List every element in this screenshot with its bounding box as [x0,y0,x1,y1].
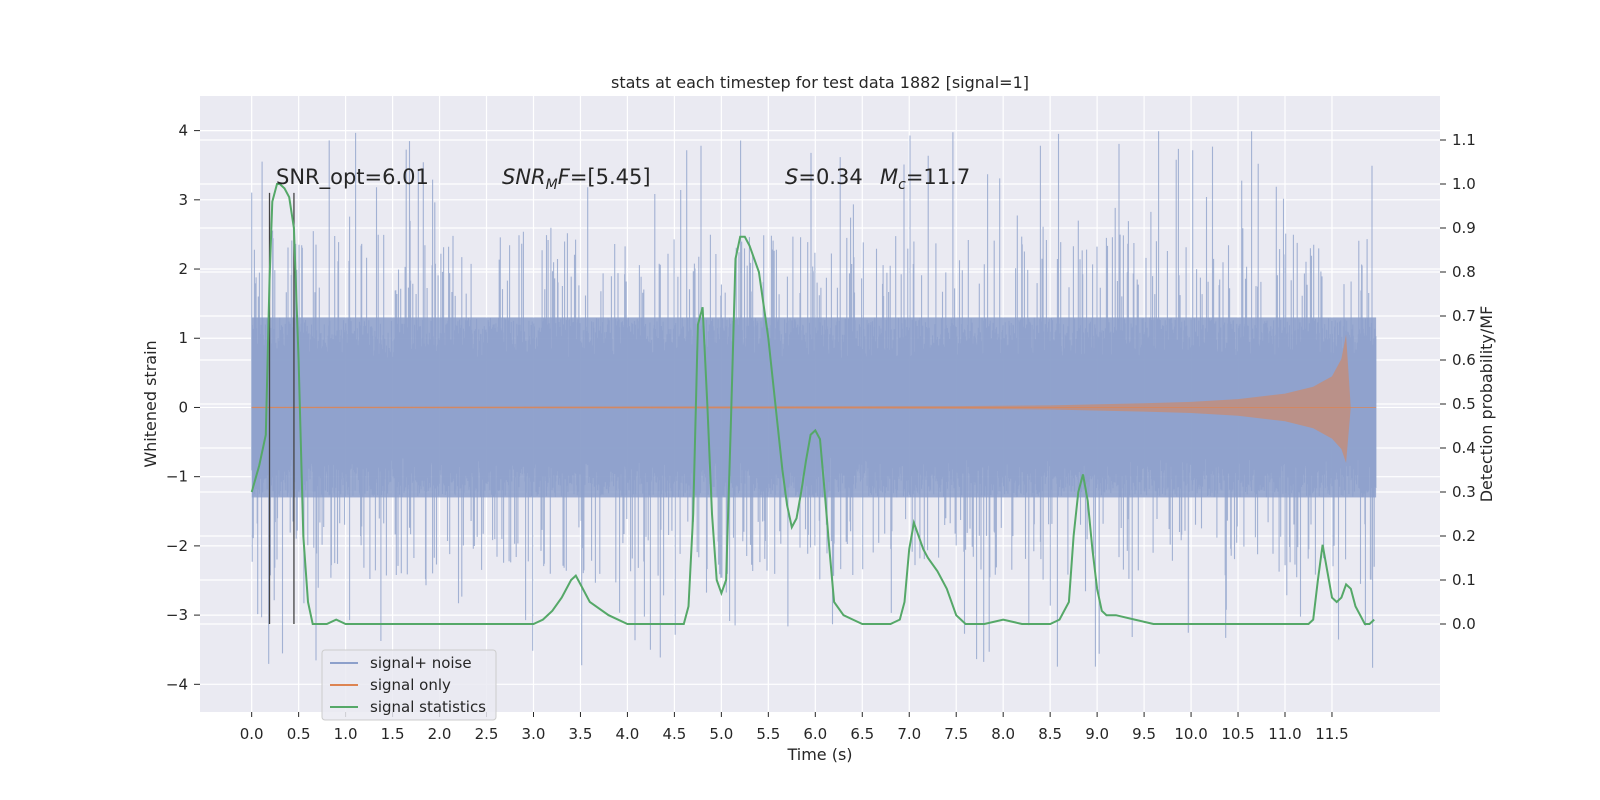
y-tick-label-right: 0.8 [1452,263,1476,281]
annotation-snr-opt: SNR_opt=6.01 [276,165,429,190]
legend-label-signal-statistics: signal statistics [370,698,486,716]
x-tick-label: 7.0 [897,725,921,743]
x-tick-label: 10.0 [1174,725,1207,743]
x-axis-label: Time (s) [786,745,852,764]
x-tick-label: 10.5 [1221,725,1254,743]
x-tick-label: 5.0 [709,725,733,743]
y-tick-label-right: 1.0 [1452,175,1476,193]
x-tick-label: 1.0 [334,725,358,743]
annotation-s: S=0.34 [785,165,863,189]
x-tick-label: 4.0 [615,725,639,743]
x-tick-label: 0.0 [240,725,264,743]
y-tick-label-right: 0.0 [1452,615,1476,633]
y-tick-label-right: 0.6 [1452,351,1476,369]
x-tick-label: 3.0 [522,725,546,743]
x-tick-label: 2.5 [475,725,499,743]
x-tick-label: 4.5 [662,725,686,743]
y-axis-label-left: Whitened strain [141,340,160,467]
x-tick-label: 8.0 [991,725,1015,743]
y-tick-label-right: 1.1 [1452,131,1476,149]
x-tick-label: 6.5 [850,725,874,743]
y-tick-label-left: 4 [178,122,188,140]
signal-statistics-series [250,183,1375,625]
legend-label-signal-noise: signal+ noise [370,654,472,672]
x-tick-label: 8.5 [1038,725,1062,743]
axis-ticks: 0.0 0.5 1.0 1.5 2.0 2.5 3.0 3.5 4.0 4.5 5.0 5.5 6.0 6… [166,122,1476,743]
x-tick-label: 9.0 [1085,725,1109,743]
y-tick-label-left: −1 [166,468,188,486]
signal-only-series [251,334,1379,463]
y-tick-label-right: 0.7 [1452,307,1476,325]
x-tick-label: 0.5 [287,725,311,743]
legend-label-signal-only: signal only [370,676,451,694]
y-tick-label-left: −2 [166,537,188,555]
x-tick-label: 7.5 [944,725,968,743]
x-tick-label: 1.5 [381,725,405,743]
legend: signal+ noise signal only signal statist… [321,649,497,721]
x-tick-label: 11.5 [1315,725,1348,743]
annotation-snr-mf: SNRMF=[5.45] [502,165,651,193]
y-tick-label-left: 1 [178,329,188,347]
y-tick-label-left: 3 [178,191,188,209]
x-tick-label: 11.0 [1268,725,1301,743]
y-tick-label-right: 0.4 [1452,439,1476,457]
signal-statistics-line [250,183,1375,625]
y-tick-label-right: 0.9 [1452,219,1476,237]
y-tick-label-right: 0.2 [1452,527,1476,545]
x-tick-label: 6.0 [803,725,827,743]
legend-box [321,649,497,721]
chart-title: stats at each timestep for test data 188… [611,73,1029,92]
annotation-mc: Mc=11.7 [880,165,970,193]
x-tick-label: 5.5 [756,725,780,743]
x-tick-label: 2.0 [428,725,452,743]
x-tick-label: 3.5 [569,725,593,743]
y-tick-label-right: 0.3 [1452,483,1476,501]
y-tick-label-left: 2 [178,260,188,278]
y-tick-label-right: 0.1 [1452,571,1476,589]
x-tick-label: 9.5 [1132,725,1156,743]
y-tick-label-left: 0 [178,398,188,416]
y-tick-label-right: 0.5 [1452,395,1476,413]
y-tick-label-left: −3 [166,606,188,624]
y-axis-label-right: Detection probability/MF [1477,306,1496,503]
y-tick-label-left: −4 [166,675,188,693]
